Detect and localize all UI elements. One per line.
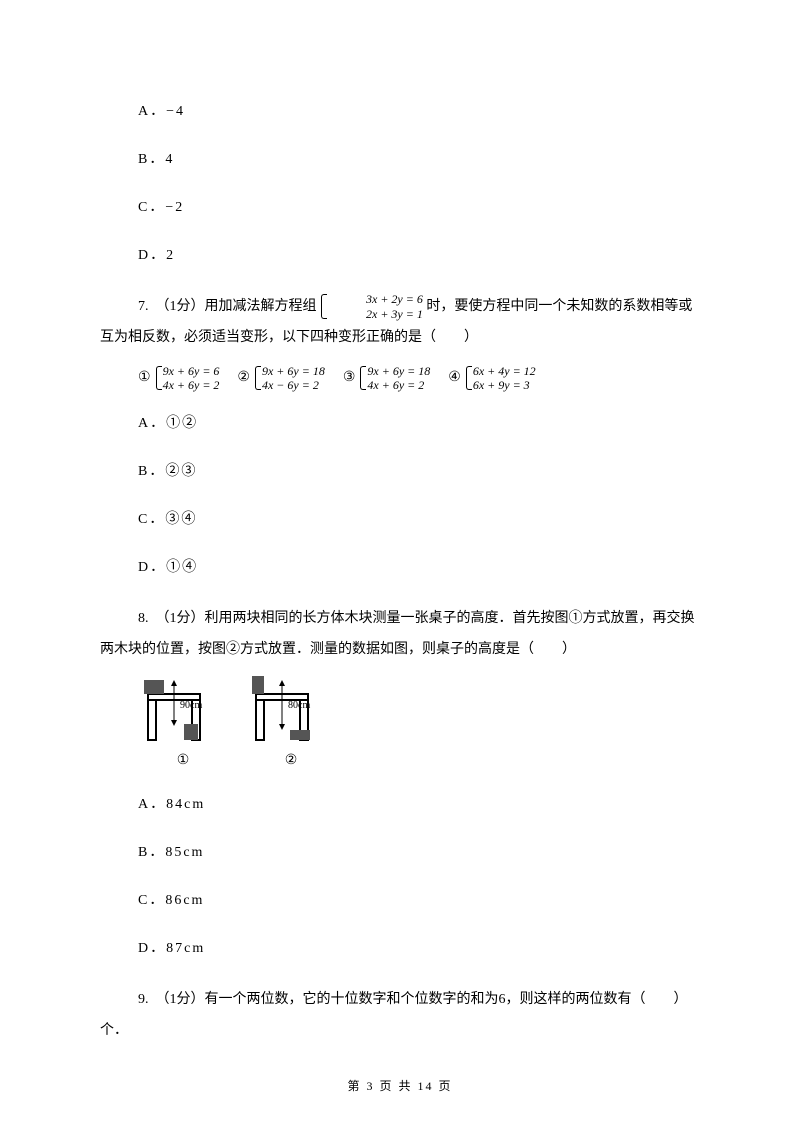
q8-option-d: D．87cm: [100, 937, 700, 957]
opt-text: ②③: [165, 464, 197, 479]
q6-option-b: B．4: [100, 148, 700, 168]
q6-option-a: A．−4: [100, 100, 700, 120]
transform-system: 9x + 6y = 6 4x + 6y = 2: [155, 364, 220, 393]
dim-label: 90cm: [180, 700, 202, 711]
eq-row: 4x − 6y = 2: [262, 378, 325, 392]
transform-label: ②: [237, 369, 250, 386]
q8-text: 8. （1分）利用两块相同的长方体木块测量一张桌子的高度．首先按图①方式放置，再…: [100, 604, 700, 666]
q6-option-c: C．−2: [100, 196, 700, 216]
opt-text: 86cm: [165, 893, 204, 908]
transform-system: 6x + 4y = 12 6x + 9y = 3: [465, 364, 536, 393]
figure-label: ②: [285, 752, 298, 769]
dim-label: 80cm: [288, 700, 310, 711]
eq-row: 4x + 6y = 2: [367, 378, 430, 392]
q7-transforms: ① 9x + 6y = 6 4x + 6y = 2 ② 9x + 6y = 18…: [100, 364, 700, 393]
transform-3: ③ 9x + 6y = 18 4x + 6y = 2: [343, 364, 430, 393]
q7-option-a: A．①②: [100, 412, 700, 432]
transform-label: ①: [138, 369, 151, 386]
eq-row: 6x + 4y = 12: [473, 364, 536, 378]
opt-text: 85cm: [165, 845, 204, 860]
opt-text: ①④: [166, 560, 198, 575]
eq-row: 6x + 9y = 3: [473, 378, 536, 392]
transform-4: ④ 6x + 4y = 12 6x + 9y = 3: [448, 364, 535, 393]
arrow-down-icon: [171, 720, 177, 726]
opt-text: ①②: [166, 416, 198, 431]
table-diagram-1: 90cm: [138, 676, 228, 746]
opt-text: 84cm: [166, 797, 205, 812]
transform-2: ② 9x + 6y = 18 4x − 6y = 2: [237, 364, 324, 393]
q8-figure-1: 90cm ①: [138, 676, 228, 769]
eq-row: 9x + 6y = 18: [262, 364, 325, 378]
q8-option-c: C．86cm: [100, 889, 700, 909]
eq-row: 3x + 2y = 6: [328, 292, 423, 306]
figure-label: ①: [177, 752, 190, 769]
eq-row: 9x + 6y = 18: [367, 364, 430, 378]
opt-text: ③④: [165, 512, 197, 527]
opt-text: 87cm: [166, 941, 205, 956]
transform-label: ③: [343, 369, 356, 386]
transform-system: 9x + 6y = 18 4x + 6y = 2: [359, 364, 430, 393]
q7-option-b: B．②③: [100, 460, 700, 480]
q8-figures: 90cm ① 80cm ②: [100, 676, 700, 769]
opt-text: −2: [165, 200, 184, 215]
page-footer: 第 3 页 共 14 页: [0, 1077, 800, 1094]
q9-text: 9. （1分）有一个两位数，它的十位数字和个位数字的和为6，则这样的两位数有（ …: [100, 985, 700, 1047]
q7-system: 3x + 2y = 6 2x + 3y = 1: [320, 292, 423, 321]
q7-prefix: 7. （1分）用加减法解方程组: [138, 299, 317, 314]
transform-label: ④: [448, 369, 461, 386]
q6-option-d: D．2: [100, 244, 700, 264]
page: A．−4 B．4 C．−2 D．2 7. （1分）用加减法解方程组 3x + 2…: [0, 0, 800, 1132]
eq-row: 2x + 3y = 1: [328, 307, 423, 321]
arrow-up-icon: [279, 680, 285, 686]
q9-text-content: 9. （1分）有一个两位数，它的十位数字和个位数字的和为6，则这样的两位数有（ …: [100, 992, 688, 1038]
arrow-down-icon: [279, 724, 285, 730]
opt-text: 2: [166, 248, 175, 263]
q8-figure-2: 80cm ②: [246, 676, 336, 769]
q8-option-b: B．85cm: [100, 841, 700, 861]
eq-row: 9x + 6y = 6: [163, 364, 220, 378]
footer-text: 第 3 页 共 14 页: [347, 1079, 452, 1093]
q7-text: 7. （1分）用加减法解方程组 3x + 2y = 6 2x + 3y = 1 …: [100, 292, 700, 354]
q7-option-c: C．③④: [100, 508, 700, 528]
q8-option-a: A．84cm: [100, 793, 700, 813]
eq-row: 4x + 6y = 2: [163, 378, 220, 392]
opt-text: −4: [166, 104, 185, 119]
table-diagram-2: 80cm: [246, 676, 336, 746]
transform-1: ① 9x + 6y = 6 4x + 6y = 2: [138, 364, 219, 393]
q8-text-content: 8. （1分）利用两块相同的长方体木块测量一张桌子的高度．首先按图①方式放置，再…: [100, 611, 695, 657]
transform-system: 9x + 6y = 18 4x − 6y = 2: [254, 364, 325, 393]
arrow-up-icon: [171, 680, 177, 686]
q7-option-d: D．①④: [100, 556, 700, 576]
opt-text: 4: [165, 152, 174, 167]
